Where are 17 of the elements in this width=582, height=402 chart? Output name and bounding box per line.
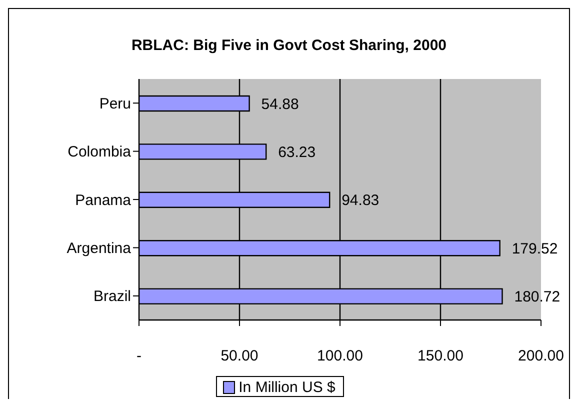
chart-title: RBLAC: Big Five in Govt Cost Sharing, 2000 [130,37,448,56]
y-tick-label: Panama [75,192,132,209]
data-label: 94.83 [342,192,380,210]
y-tick-label: Colombia [68,144,132,161]
x-tick-label: 50.00 [220,348,258,365]
y-tick-label: Peru [99,95,131,112]
data-label: 180.72 [514,288,560,306]
x-tick-label: 150.00 [418,348,464,365]
y-tick-label: Argentina [66,240,132,258]
data-label: 54.88 [261,96,299,113]
data-label: 179.52 [512,240,558,258]
legend-label: In Million US $ [238,379,336,396]
x-tick-label: - [136,348,142,365]
y-tick-label: Brazil [93,288,131,306]
x-tick-label: 100.00 [317,348,363,365]
x-tick-label: 200.00 [518,348,564,365]
data-label: 63.23 [278,144,316,162]
